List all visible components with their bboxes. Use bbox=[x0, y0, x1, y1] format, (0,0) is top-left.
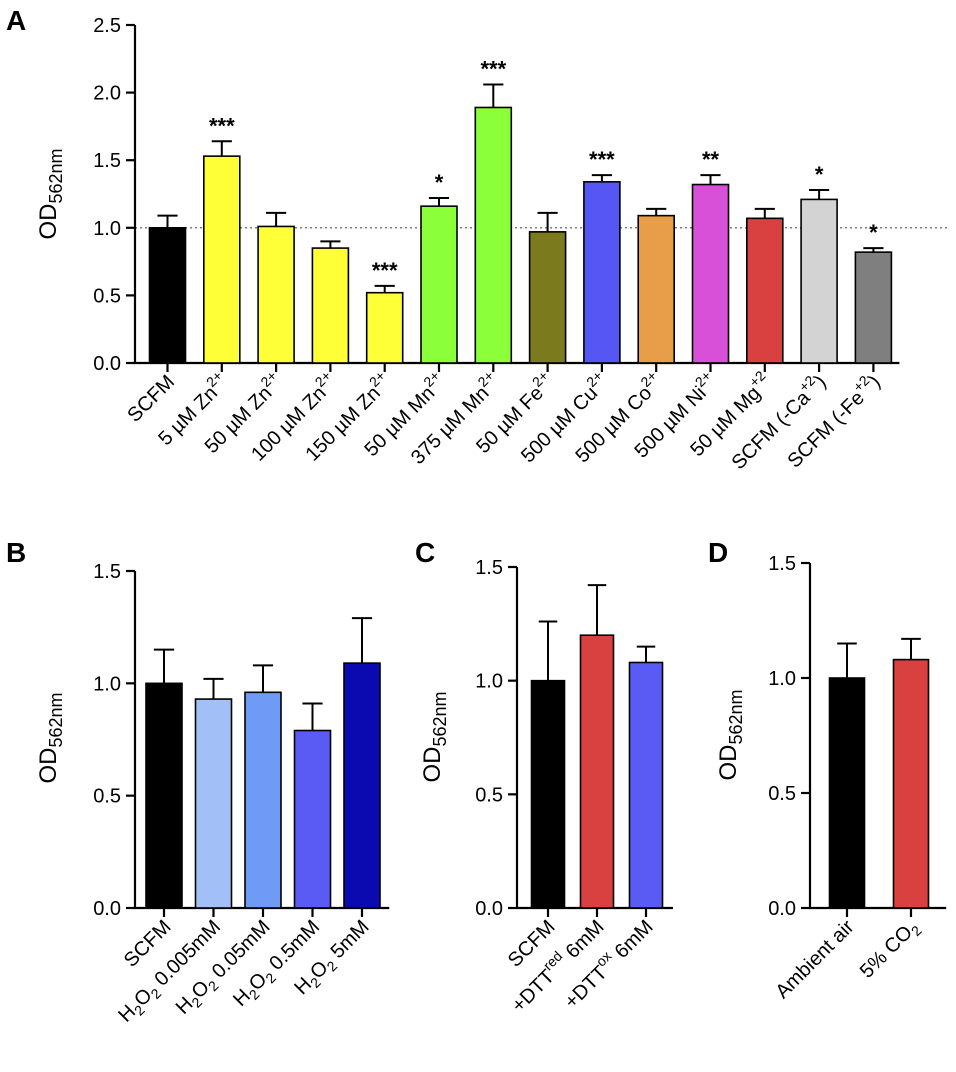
bar bbox=[745, 217, 784, 364]
significance-label: * bbox=[869, 220, 878, 245]
bar bbox=[365, 291, 404, 364]
bar bbox=[583, 181, 621, 364]
bar bbox=[293, 729, 332, 909]
x-category-label: Ambient air bbox=[771, 916, 858, 1003]
y-tick-label: 2.5 bbox=[93, 15, 121, 37]
bar bbox=[203, 155, 241, 364]
bar bbox=[691, 183, 730, 364]
y-axis-label: OD562nm bbox=[715, 689, 746, 780]
significance-label: * bbox=[435, 170, 444, 195]
y-tick-label: 0.5 bbox=[93, 786, 121, 808]
y-tick-label: 0.0 bbox=[93, 353, 121, 375]
y-tick-label: 1.5 bbox=[93, 561, 121, 583]
bar bbox=[828, 677, 866, 909]
y-tick-label: 1.5 bbox=[768, 553, 796, 575]
bar bbox=[194, 698, 233, 909]
y-tick-label: 0.0 bbox=[475, 898, 503, 920]
bar bbox=[244, 691, 282, 909]
bar bbox=[343, 662, 381, 909]
bar bbox=[628, 661, 664, 909]
significance-label: *** bbox=[589, 147, 615, 172]
y-tick-label: 2.0 bbox=[93, 83, 121, 105]
significance-label: * bbox=[815, 162, 824, 187]
bar bbox=[148, 227, 187, 364]
y-tick-label: 0.5 bbox=[93, 285, 121, 307]
bar bbox=[528, 231, 567, 364]
bar bbox=[637, 214, 676, 364]
y-tick-label: 0.0 bbox=[768, 898, 796, 920]
bar bbox=[530, 679, 566, 909]
bar bbox=[420, 205, 458, 364]
y-tick-label: 0.5 bbox=[768, 783, 796, 805]
bar bbox=[892, 658, 930, 909]
bar bbox=[474, 106, 513, 364]
y-axis-label: OD562nm bbox=[35, 692, 66, 783]
bar bbox=[579, 634, 615, 909]
y-tick-label: 1.0 bbox=[93, 673, 121, 695]
y-tick-label: 1.5 bbox=[93, 150, 121, 172]
significance-label: ** bbox=[702, 147, 720, 172]
panel-letter: B bbox=[6, 537, 26, 568]
x-category-label: 5% CO2​ bbox=[856, 916, 925, 985]
y-tick-label: 0.5 bbox=[475, 784, 503, 806]
panel-letter: C bbox=[415, 537, 435, 568]
bar bbox=[854, 251, 893, 364]
y-tick-label: 1.0 bbox=[768, 668, 796, 690]
y-tick-label: 1.0 bbox=[475, 671, 503, 693]
bar bbox=[800, 198, 838, 364]
y-axis-label: OD562nm bbox=[419, 691, 450, 782]
panel-letter: A bbox=[6, 5, 26, 36]
bar bbox=[145, 682, 183, 909]
y-tick-label: 1.5 bbox=[475, 557, 503, 579]
significance-label: *** bbox=[480, 56, 506, 81]
y-tick-label: 0.0 bbox=[93, 898, 121, 920]
significance-label: *** bbox=[372, 258, 398, 283]
bar bbox=[257, 225, 295, 364]
y-axis-label: OD562nm bbox=[35, 148, 66, 239]
bar bbox=[311, 247, 350, 364]
significance-label: *** bbox=[209, 113, 235, 138]
y-tick-label: 1.0 bbox=[93, 218, 121, 240]
panel-letter: D bbox=[708, 537, 728, 568]
